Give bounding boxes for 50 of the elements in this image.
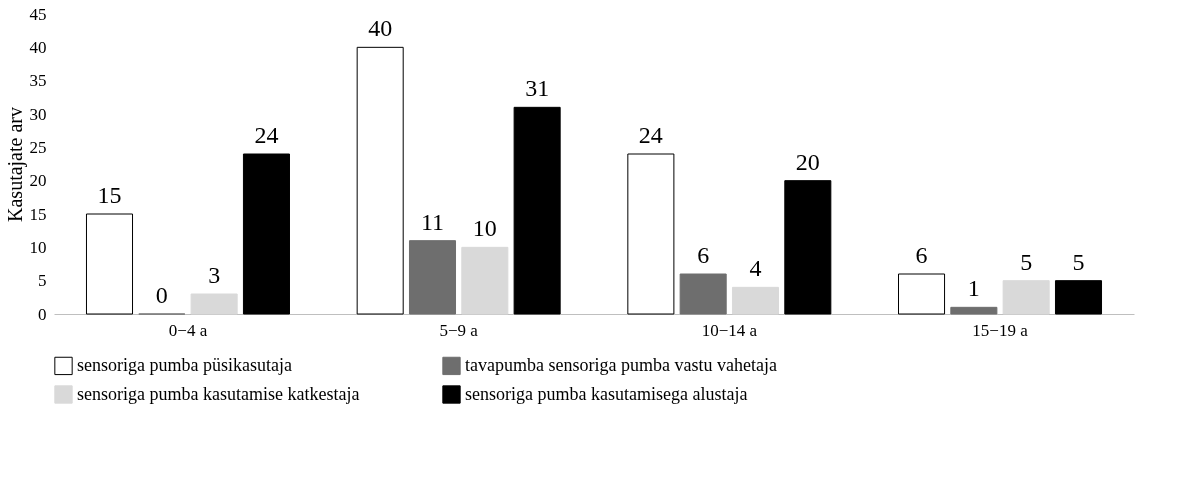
bar	[950, 306, 998, 315]
data-label: 24	[254, 122, 279, 148]
y-tick-label: 25	[29, 137, 47, 157]
data-label: 5	[1020, 248, 1033, 275]
bar	[408, 240, 457, 315]
y-tick-label: 0	[38, 304, 47, 324]
x-tick-label: 10−14 a	[701, 320, 758, 340]
x-tick-label: 0−4 a	[168, 320, 208, 340]
y-tick-label: 35	[29, 71, 47, 91]
data-label: 6	[915, 242, 928, 268]
legend-label: tavapumba sensoriga pumba vastu vahetaja	[465, 354, 777, 375]
y-tick-label: 20	[29, 171, 47, 191]
data-label: 1	[967, 275, 980, 302]
data-label: 10	[472, 215, 497, 242]
data-label: 24	[638, 122, 663, 148]
y-tick-label: 15	[29, 204, 47, 224]
bar	[1002, 280, 1050, 315]
data-label: 6	[697, 242, 710, 268]
legend-label: sensoriga pumba püsikasutaja	[77, 354, 292, 375]
bar	[242, 153, 290, 315]
bar	[85, 213, 134, 315]
bar	[190, 293, 238, 315]
bar	[461, 246, 509, 315]
bar	[513, 106, 561, 315]
data-label: 31	[525, 75, 550, 102]
x-tick-label: 5−9 a	[439, 320, 479, 340]
legend-label: sensoriga pumba kasutamise katkestaja	[77, 383, 360, 404]
y-tick-label: 5	[38, 271, 47, 291]
bar	[356, 46, 404, 315]
data-label: 0	[155, 282, 168, 308]
data-label: 15	[97, 182, 122, 208]
data-label: 20	[795, 148, 820, 175]
y-tick-label: 10	[29, 237, 47, 257]
bar	[1054, 280, 1103, 315]
bar	[679, 273, 727, 315]
data-label: 3	[208, 262, 221, 288]
data-label: 4	[749, 255, 762, 282]
bar	[784, 180, 832, 315]
y-tick-label: 45	[29, 4, 47, 24]
y-tick-label: 30	[29, 104, 47, 124]
bar	[731, 286, 780, 315]
y-axis-title: Kasutajate arv	[3, 107, 27, 222]
legend-label: sensoriga pumba kasutamisega alustaja	[465, 383, 748, 404]
x-tick-label: 15−19 a	[972, 320, 1029, 340]
bar	[898, 273, 946, 315]
data-label: 11	[420, 208, 445, 235]
data-label: 5	[1072, 248, 1085, 275]
y-tick-label: 40	[29, 37, 47, 57]
data-label: 40	[368, 15, 393, 42]
bar	[627, 153, 675, 315]
